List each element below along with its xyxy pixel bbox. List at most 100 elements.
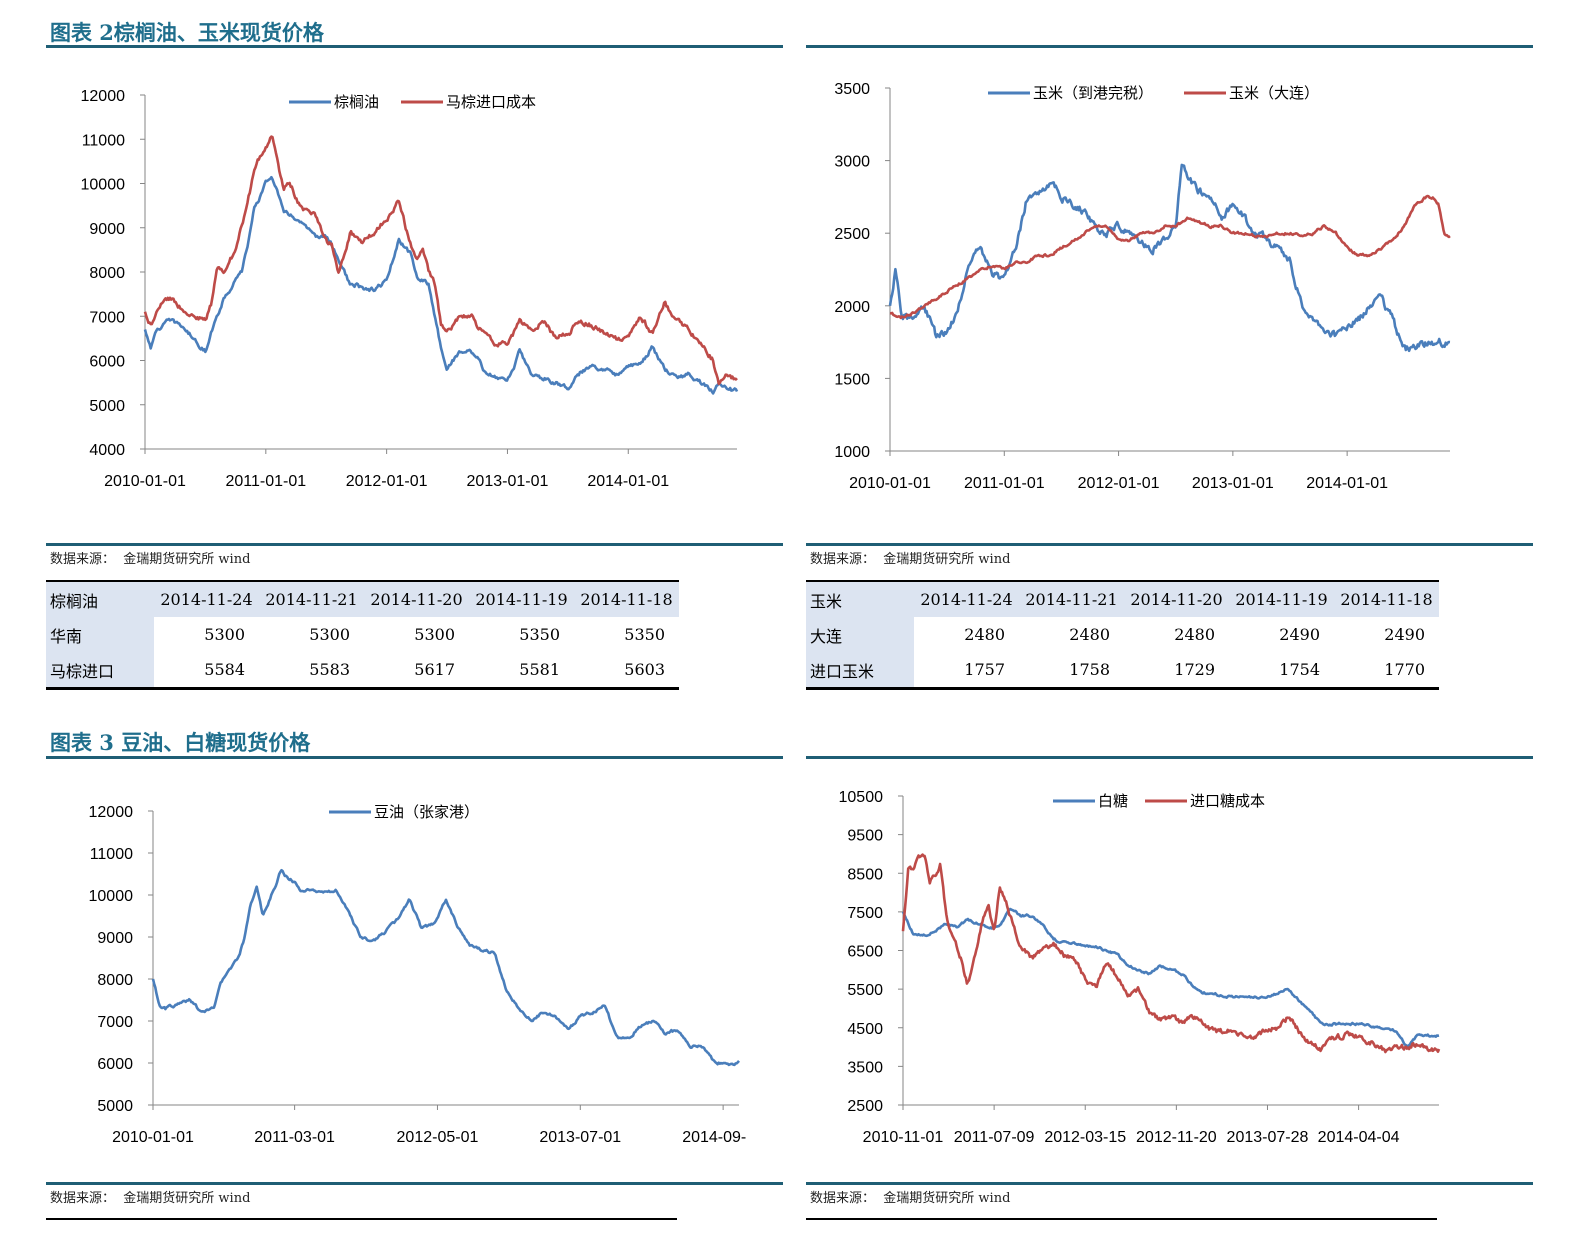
x-tick-label: 2013-01-01 xyxy=(1192,475,1274,492)
source-text: 金瑞期货研究所 wind xyxy=(883,552,1011,567)
legend-label-sugar-import: 进口糖成本 xyxy=(1190,792,1265,810)
table-header-cell: 2014-11-19 xyxy=(1229,580,1334,617)
series-line xyxy=(151,868,740,1067)
table-header-cell: 2014-11-19 xyxy=(469,580,574,617)
source-label: 数据来源： xyxy=(50,1191,116,1206)
x-tick-label: 2012-11-20 xyxy=(1136,1129,1217,1146)
table-header-cell: 棕榈油 xyxy=(46,580,154,617)
y-tick-label: 8500 xyxy=(847,866,883,883)
x-tick-label: 2011-07-09 xyxy=(954,1129,1035,1146)
source-rule-left-1 xyxy=(46,543,783,546)
table-cell: 5581 xyxy=(469,652,574,690)
table-cell: 5603 xyxy=(574,652,679,690)
y-tick-label: 12000 xyxy=(89,804,134,821)
y-tick-label: 1000 xyxy=(834,444,870,461)
table-header-cell: 2014-11-18 xyxy=(1334,580,1439,617)
y-tick-label: 12000 xyxy=(81,88,126,105)
source-note-palm: 数据来源： 金瑞期货研究所 wind xyxy=(50,548,250,567)
table-cell: 5617 xyxy=(364,652,469,690)
header-rule-right-1 xyxy=(806,45,1533,48)
x-tick-label: 2014-04-04 xyxy=(1318,1129,1400,1146)
legend-label-soy: 豆油（张家港） xyxy=(374,803,479,821)
table-cell: 2480 xyxy=(1069,625,1110,644)
source-text: 金瑞期货研究所 wind xyxy=(123,552,251,567)
y-tick-label: 10500 xyxy=(839,789,884,806)
legend-label-palm: 棕榈油 xyxy=(334,93,379,111)
table-row: 大连 2480 2480 2480 2490 2490 xyxy=(806,617,1439,652)
table-header-cell: 2014-11-21 xyxy=(1019,580,1124,617)
y-tick-label: 2500 xyxy=(847,1098,883,1115)
y-tick-label: 6500 xyxy=(847,944,883,961)
header-rule-left-2 xyxy=(46,756,783,759)
source-note-soy: 数据来源： 金瑞期货研究所 wind xyxy=(50,1187,250,1206)
table-row-label: 马棕进口 xyxy=(46,652,154,690)
x-tick-label: 2013-01-01 xyxy=(467,473,549,490)
y-tick-label: 8000 xyxy=(97,972,133,989)
y-tick-label: 4500 xyxy=(847,1021,883,1038)
table-header-row: 玉米 2014-11-24 2014-11-21 2014-11-20 2014… xyxy=(806,580,1439,617)
x-tick-label: 2010-11-01 xyxy=(863,1129,944,1146)
table-header-cell: 2014-11-24 xyxy=(154,580,259,617)
table-cell: 1770 xyxy=(1334,652,1439,690)
source-rule-right-2 xyxy=(806,1182,1533,1185)
table-cell: 2480 xyxy=(964,625,1005,644)
table-cell: 5584 xyxy=(154,652,259,690)
y-tick-label: 9000 xyxy=(89,221,125,238)
source-rule-right-1 xyxy=(806,543,1533,546)
y-tick-label: 5000 xyxy=(97,1098,133,1115)
source-rule-left-2 xyxy=(46,1182,783,1185)
series-line xyxy=(889,194,1451,320)
y-tick-label: 2000 xyxy=(834,299,870,316)
legend-label-malay: 马棕进口成本 xyxy=(446,93,536,111)
y-tick-label: 7000 xyxy=(89,309,125,326)
table-cell: 5300 xyxy=(204,625,245,644)
legend-label-sugar: 白糖 xyxy=(1098,792,1128,810)
y-tick-label: 7500 xyxy=(847,905,883,922)
x-tick-label: 2012-01-01 xyxy=(346,473,428,490)
figure-title-2: 图表 2棕榈油、玉米现货价格 xyxy=(50,20,324,45)
y-tick-label: 9500 xyxy=(847,828,883,845)
table-row-label: 华南 xyxy=(46,617,154,652)
header-rule-right-2 xyxy=(806,756,1533,759)
x-tick-label: 2012-01-01 xyxy=(1078,475,1160,492)
y-tick-label: 3000 xyxy=(834,154,870,171)
table-header-cell: 玉米 xyxy=(806,580,914,617)
table-header-cell: 2014-11-21 xyxy=(259,580,364,617)
series-line xyxy=(143,175,739,395)
y-tick-label: 11000 xyxy=(90,846,133,863)
source-label: 数据来源： xyxy=(810,1191,876,1206)
table-cell: 5350 xyxy=(519,625,560,644)
sugar-chart: 10500 9500 8500 7500 6500 5500 4500 3500 2500 201… xyxy=(839,789,1441,1146)
x-tick-label: 2010-01-01 xyxy=(112,1129,194,1146)
table-header-row: 棕榈油 2014-11-24 2014-11-21 2014-11-20 201… xyxy=(46,580,679,617)
y-tick-label: 2500 xyxy=(834,226,870,243)
table-header-cell: 2014-11-24 xyxy=(914,580,1019,617)
y-tick-label: 3500 xyxy=(847,1059,883,1076)
palm-oil-chart: 12000 11000 10000 9000 8000 7000 6000 5000 4000 2… xyxy=(81,88,739,490)
y-tick-label: 8000 xyxy=(89,265,125,282)
series-line xyxy=(888,163,1451,353)
figure-title-3: 图表 3 豆油、白糖现货价格 xyxy=(50,730,311,755)
x-tick-label: 2014-01-01 xyxy=(1306,475,1388,492)
table-cell: 2490 xyxy=(1384,625,1425,644)
soybean-oil-chart: 12000 11000 10000 9000 8000 7000 6000 5000 2010-… xyxy=(89,803,747,1146)
x-tick-label: 2012-03-15 xyxy=(1044,1129,1126,1146)
x-tick-label: 2011-01-01 xyxy=(225,473,306,490)
y-tick-label: 7000 xyxy=(97,1014,133,1031)
source-text: 金瑞期货研究所 wind xyxy=(123,1191,251,1206)
table-cell: 5350 xyxy=(624,625,665,644)
x-tick-label: 2014-09-01 xyxy=(682,1129,746,1146)
table-cell: 5300 xyxy=(414,625,455,644)
source-text: 金瑞期货研究所 wind xyxy=(883,1191,1011,1206)
table-row: 华南 5300 5300 5300 5350 5350 xyxy=(46,617,679,652)
series-line xyxy=(901,853,1441,1054)
y-tick-label: 6000 xyxy=(97,1056,133,1073)
source-note-corn: 数据来源： 金瑞期货研究所 wind xyxy=(810,548,1010,567)
x-tick-label: 2014-01-01 xyxy=(587,473,669,490)
table-header-cell: 2014-11-20 xyxy=(1124,580,1229,617)
table-row-label: 大连 xyxy=(806,617,914,652)
table-header-cell: 2014-11-20 xyxy=(364,580,469,617)
table-cell: 1757 xyxy=(914,652,1019,690)
y-tick-label: 10000 xyxy=(81,177,126,194)
y-tick-label: 1500 xyxy=(834,371,870,388)
